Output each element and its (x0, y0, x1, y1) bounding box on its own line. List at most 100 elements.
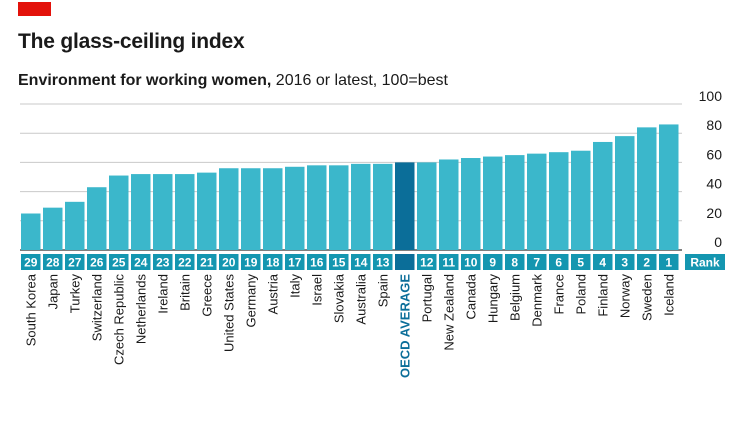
category-label: Spain (375, 274, 390, 307)
bar-oecd-average (395, 162, 415, 250)
y-tick-label: 20 (706, 205, 722, 221)
rank-box (351, 254, 371, 270)
rank-label: 24 (134, 256, 148, 270)
rank-box (263, 254, 283, 270)
y-tick-label: 100 (699, 88, 723, 104)
rank-box (329, 254, 349, 270)
bar-sweden (637, 127, 657, 250)
rank-box (153, 254, 173, 270)
category-label: Italy (287, 274, 302, 298)
rank-label: 17 (288, 256, 302, 270)
rank-box (87, 254, 107, 270)
rank-box (483, 254, 503, 270)
category-label: Slovakia (331, 273, 346, 323)
rank-box (241, 254, 261, 270)
rank-box (285, 254, 305, 270)
rank-label: 27 (68, 256, 82, 270)
category-label: Germany (243, 274, 258, 328)
rank-label: 5 (577, 256, 584, 270)
rank-label: 11 (442, 256, 455, 270)
bar-denmark (527, 153, 547, 250)
bar-france (549, 152, 569, 250)
bar-israel (307, 165, 327, 250)
rank-box (43, 254, 63, 270)
category-label: Denmark (529, 274, 544, 327)
rank-box (549, 254, 569, 270)
category-label: Israel (309, 274, 324, 306)
rank-box (21, 254, 41, 270)
category-label: Canada (463, 273, 478, 319)
rank-box (175, 254, 195, 270)
bar-czech-republic (109, 175, 129, 250)
category-label: Netherlands (133, 274, 148, 345)
rank-box (637, 254, 657, 270)
bar-slovakia (329, 165, 349, 250)
rank-label: 14 (354, 256, 368, 270)
bar-greece (197, 172, 217, 250)
bar-turkey (65, 201, 85, 250)
category-label: Australia (353, 273, 368, 324)
category-label: Poland (573, 274, 588, 314)
bar-ireland (153, 174, 173, 250)
rank-label: 8 (511, 256, 518, 270)
category-label: Sweden (639, 274, 654, 321)
brand-tag (18, 2, 51, 16)
bar-germany (241, 168, 261, 250)
rank-box (439, 254, 459, 270)
bar-new-zealand (439, 159, 459, 250)
rank-label: 21 (200, 256, 214, 270)
bar-belgium (505, 155, 525, 250)
rank-label: 29 (24, 256, 38, 270)
rank-label: 1 (665, 256, 672, 270)
category-label-oecd-average: OECD AVERAGE (397, 274, 412, 378)
bar-netherlands (131, 174, 151, 250)
rank-box (505, 254, 525, 270)
y-tick-label: 0 (714, 234, 722, 250)
rank-label: 16 (310, 256, 324, 270)
rank-label: 19 (244, 256, 258, 270)
bar-australia (351, 163, 371, 250)
rank-box (219, 254, 239, 270)
rank-label: 13 (376, 256, 390, 270)
subtitle-bold: Environment for working women, (18, 72, 272, 89)
category-label: Japan (45, 274, 60, 309)
category-label: New Zealand (441, 274, 456, 351)
rank-label: 20 (222, 256, 236, 270)
rank-box (571, 254, 591, 270)
rank-label: 28 (46, 256, 60, 270)
rank-box (659, 254, 679, 270)
rank-box (65, 254, 85, 270)
bar-finland (593, 141, 613, 250)
category-label: Austria (265, 273, 280, 314)
rank-label: 22 (178, 256, 192, 270)
bar-switzerland (87, 187, 107, 250)
category-label: Hungary (485, 274, 500, 324)
category-labels: South Korea Japan Turkey Switzerland Czech R… (23, 273, 676, 378)
chart-title: The glass-ceiling index (18, 30, 245, 53)
rank-label: 12 (420, 256, 434, 270)
rank-label: 2 (643, 256, 650, 270)
category-label: France (551, 274, 566, 314)
category-label: Norway (617, 274, 632, 319)
rank-box (417, 254, 437, 270)
category-label: Turkey (67, 274, 82, 314)
rank-label: 3 (621, 256, 628, 270)
bars-layer (21, 124, 679, 250)
bar-poland (571, 150, 591, 250)
bar-hungary (483, 156, 503, 250)
rank-label: 25 (112, 256, 126, 270)
rank-label: 10 (464, 256, 478, 270)
category-label: Czech Republic (111, 274, 126, 366)
y-tick-label: 40 (706, 176, 722, 192)
rank-label: 4 (599, 256, 606, 270)
bar-united-states (219, 168, 239, 250)
rank-box (461, 254, 481, 270)
y-axis-ticks: 0 20 40 60 80 100 (699, 88, 723, 250)
category-label: South Korea (23, 273, 38, 346)
category-label: Belgium (507, 274, 522, 321)
category-label: Greece (199, 274, 214, 317)
category-label: United States (221, 274, 236, 353)
rank-box (131, 254, 151, 270)
rank-box (373, 254, 393, 270)
